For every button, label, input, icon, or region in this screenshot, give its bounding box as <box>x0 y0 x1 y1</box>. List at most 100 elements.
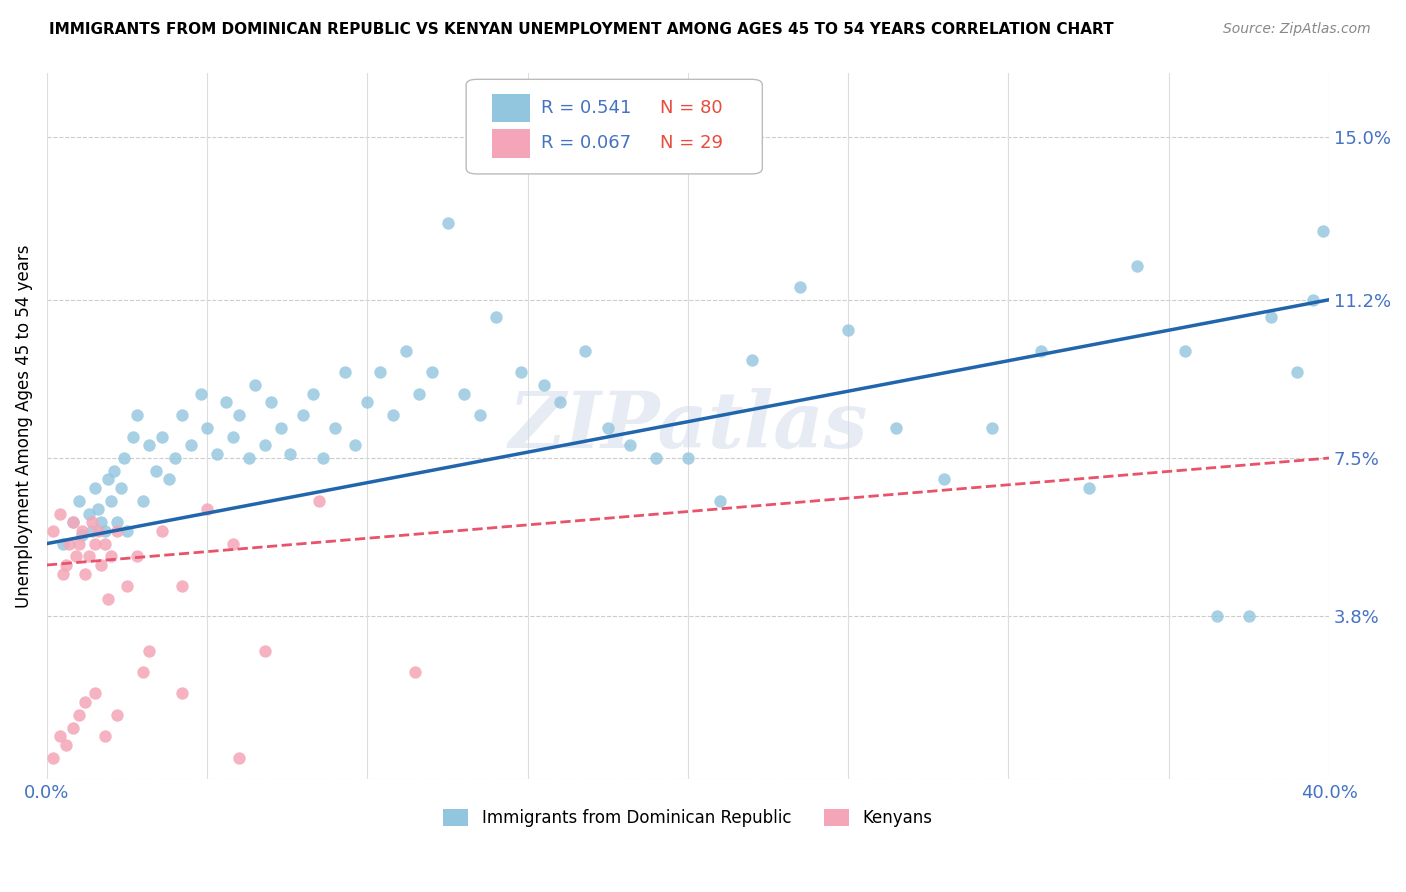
Point <box>93 536 115 550</box>
Point <box>170 686 193 700</box>
Point <box>75 566 97 581</box>
Point <box>138 643 160 657</box>
Point <box>62 515 84 529</box>
Point <box>93 729 115 743</box>
Point <box>67 536 90 550</box>
Point <box>90 515 112 529</box>
Point <box>122 430 145 444</box>
Point <box>84 536 107 550</box>
Point <box>157 472 180 486</box>
Point <box>1174 344 1197 359</box>
Point <box>77 507 100 521</box>
Point <box>308 493 330 508</box>
Point <box>170 579 193 593</box>
FancyBboxPatch shape <box>467 79 762 174</box>
Point <box>110 481 132 495</box>
Point <box>180 438 202 452</box>
Point <box>1205 609 1227 624</box>
Y-axis label: Unemployment Among Ages 45 to 54 years: Unemployment Among Ages 45 to 54 years <box>15 244 32 607</box>
Point <box>676 450 699 465</box>
Text: N = 29: N = 29 <box>659 134 723 152</box>
Point <box>42 750 65 764</box>
Point <box>70 524 93 538</box>
Text: Source: ZipAtlas.com: Source: ZipAtlas.com <box>1223 22 1371 37</box>
Point <box>1125 259 1147 273</box>
Point <box>709 493 731 508</box>
Point <box>253 438 276 452</box>
Point <box>1029 344 1052 359</box>
Point <box>837 323 859 337</box>
Point <box>55 738 77 752</box>
Point <box>382 409 405 423</box>
Point <box>132 493 155 508</box>
Point <box>270 421 292 435</box>
Point <box>93 524 115 538</box>
Point <box>62 721 84 735</box>
Point <box>70 528 93 542</box>
Point <box>62 515 84 529</box>
Point <box>97 592 120 607</box>
Point <box>741 352 763 367</box>
Point <box>80 524 103 538</box>
Point <box>245 378 267 392</box>
Point <box>325 421 347 435</box>
Point <box>165 450 187 465</box>
Point <box>934 472 956 486</box>
Point <box>253 643 276 657</box>
Point <box>596 421 619 435</box>
Point <box>228 409 250 423</box>
Point <box>228 750 250 764</box>
Point <box>420 366 443 380</box>
Point <box>145 464 167 478</box>
Point <box>48 729 70 743</box>
Point <box>333 366 356 380</box>
Point <box>90 558 112 572</box>
Point <box>48 507 70 521</box>
Point <box>100 493 122 508</box>
Point <box>65 549 87 564</box>
Legend: Immigrants from Dominican Republic, Kenyans: Immigrants from Dominican Republic, Keny… <box>436 803 939 834</box>
Point <box>195 502 218 516</box>
Point <box>75 695 97 709</box>
Point <box>280 447 302 461</box>
Point <box>789 280 811 294</box>
Point <box>80 515 103 529</box>
Point <box>195 421 218 435</box>
Point <box>405 665 427 679</box>
Point <box>644 450 666 465</box>
Point <box>1077 481 1099 495</box>
Point <box>436 216 458 230</box>
Point <box>67 493 90 508</box>
Point <box>1302 293 1324 307</box>
Point <box>97 472 120 486</box>
Point <box>1260 310 1282 324</box>
Point <box>52 566 75 581</box>
Point <box>260 395 283 409</box>
Point <box>107 707 129 722</box>
Point <box>42 524 65 538</box>
Point <box>356 395 378 409</box>
Point <box>468 409 491 423</box>
Point <box>222 430 245 444</box>
Point <box>125 549 148 564</box>
Point <box>115 524 138 538</box>
Text: R = 0.541: R = 0.541 <box>540 99 631 117</box>
Point <box>125 409 148 423</box>
Point <box>408 387 430 401</box>
Point <box>77 549 100 564</box>
Text: ZIPatlas: ZIPatlas <box>508 388 868 464</box>
Point <box>84 686 107 700</box>
Point <box>619 438 641 452</box>
Point <box>170 409 193 423</box>
Point <box>150 430 173 444</box>
Point <box>100 549 122 564</box>
Point <box>52 536 75 550</box>
Point <box>132 665 155 679</box>
Point <box>87 524 110 538</box>
Point <box>292 409 315 423</box>
Point <box>115 579 138 593</box>
Point <box>238 450 260 465</box>
Point <box>453 387 475 401</box>
Text: R = 0.067: R = 0.067 <box>540 134 631 152</box>
Point <box>533 378 555 392</box>
